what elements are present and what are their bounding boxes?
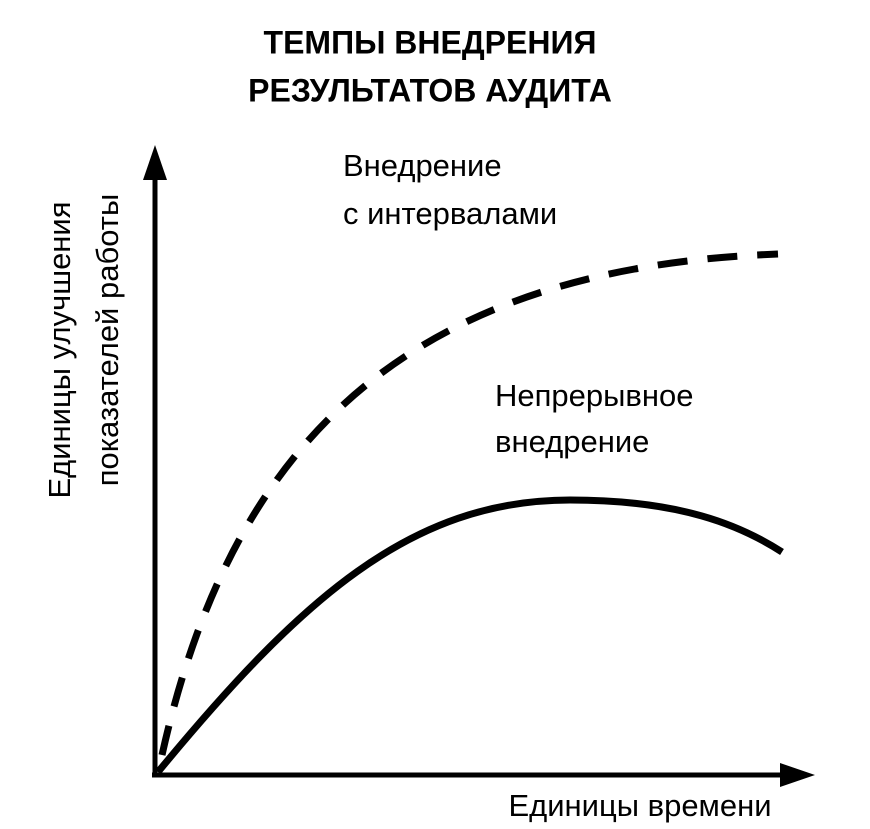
x-axis-label: Единицы времени <box>508 788 771 823</box>
interval-curve <box>158 250 779 756</box>
curve-label: с интервалами <box>343 196 557 231</box>
y-axis-label-line: показателей работы <box>90 194 125 487</box>
title-line: РЕЗУЛЬТАТОВ АУДИТА <box>248 72 612 108</box>
y-axis-label: Единицы улучшения <box>42 201 77 498</box>
y-axis-label-line: Единицы улучшения <box>42 201 77 498</box>
title-line: ТЕМПЫ ВНЕДРЕНИЯ <box>264 24 597 60</box>
continuous-curve <box>155 496 784 775</box>
x-axis-arrow <box>780 763 815 787</box>
curve-label: Внедрение <box>343 148 502 183</box>
curve-label: внедрение <box>495 424 649 459</box>
y-axis-arrow <box>143 145 167 180</box>
y-axis-label: показателей работы <box>90 194 125 487</box>
curve-label: Непрерывное <box>495 378 694 413</box>
